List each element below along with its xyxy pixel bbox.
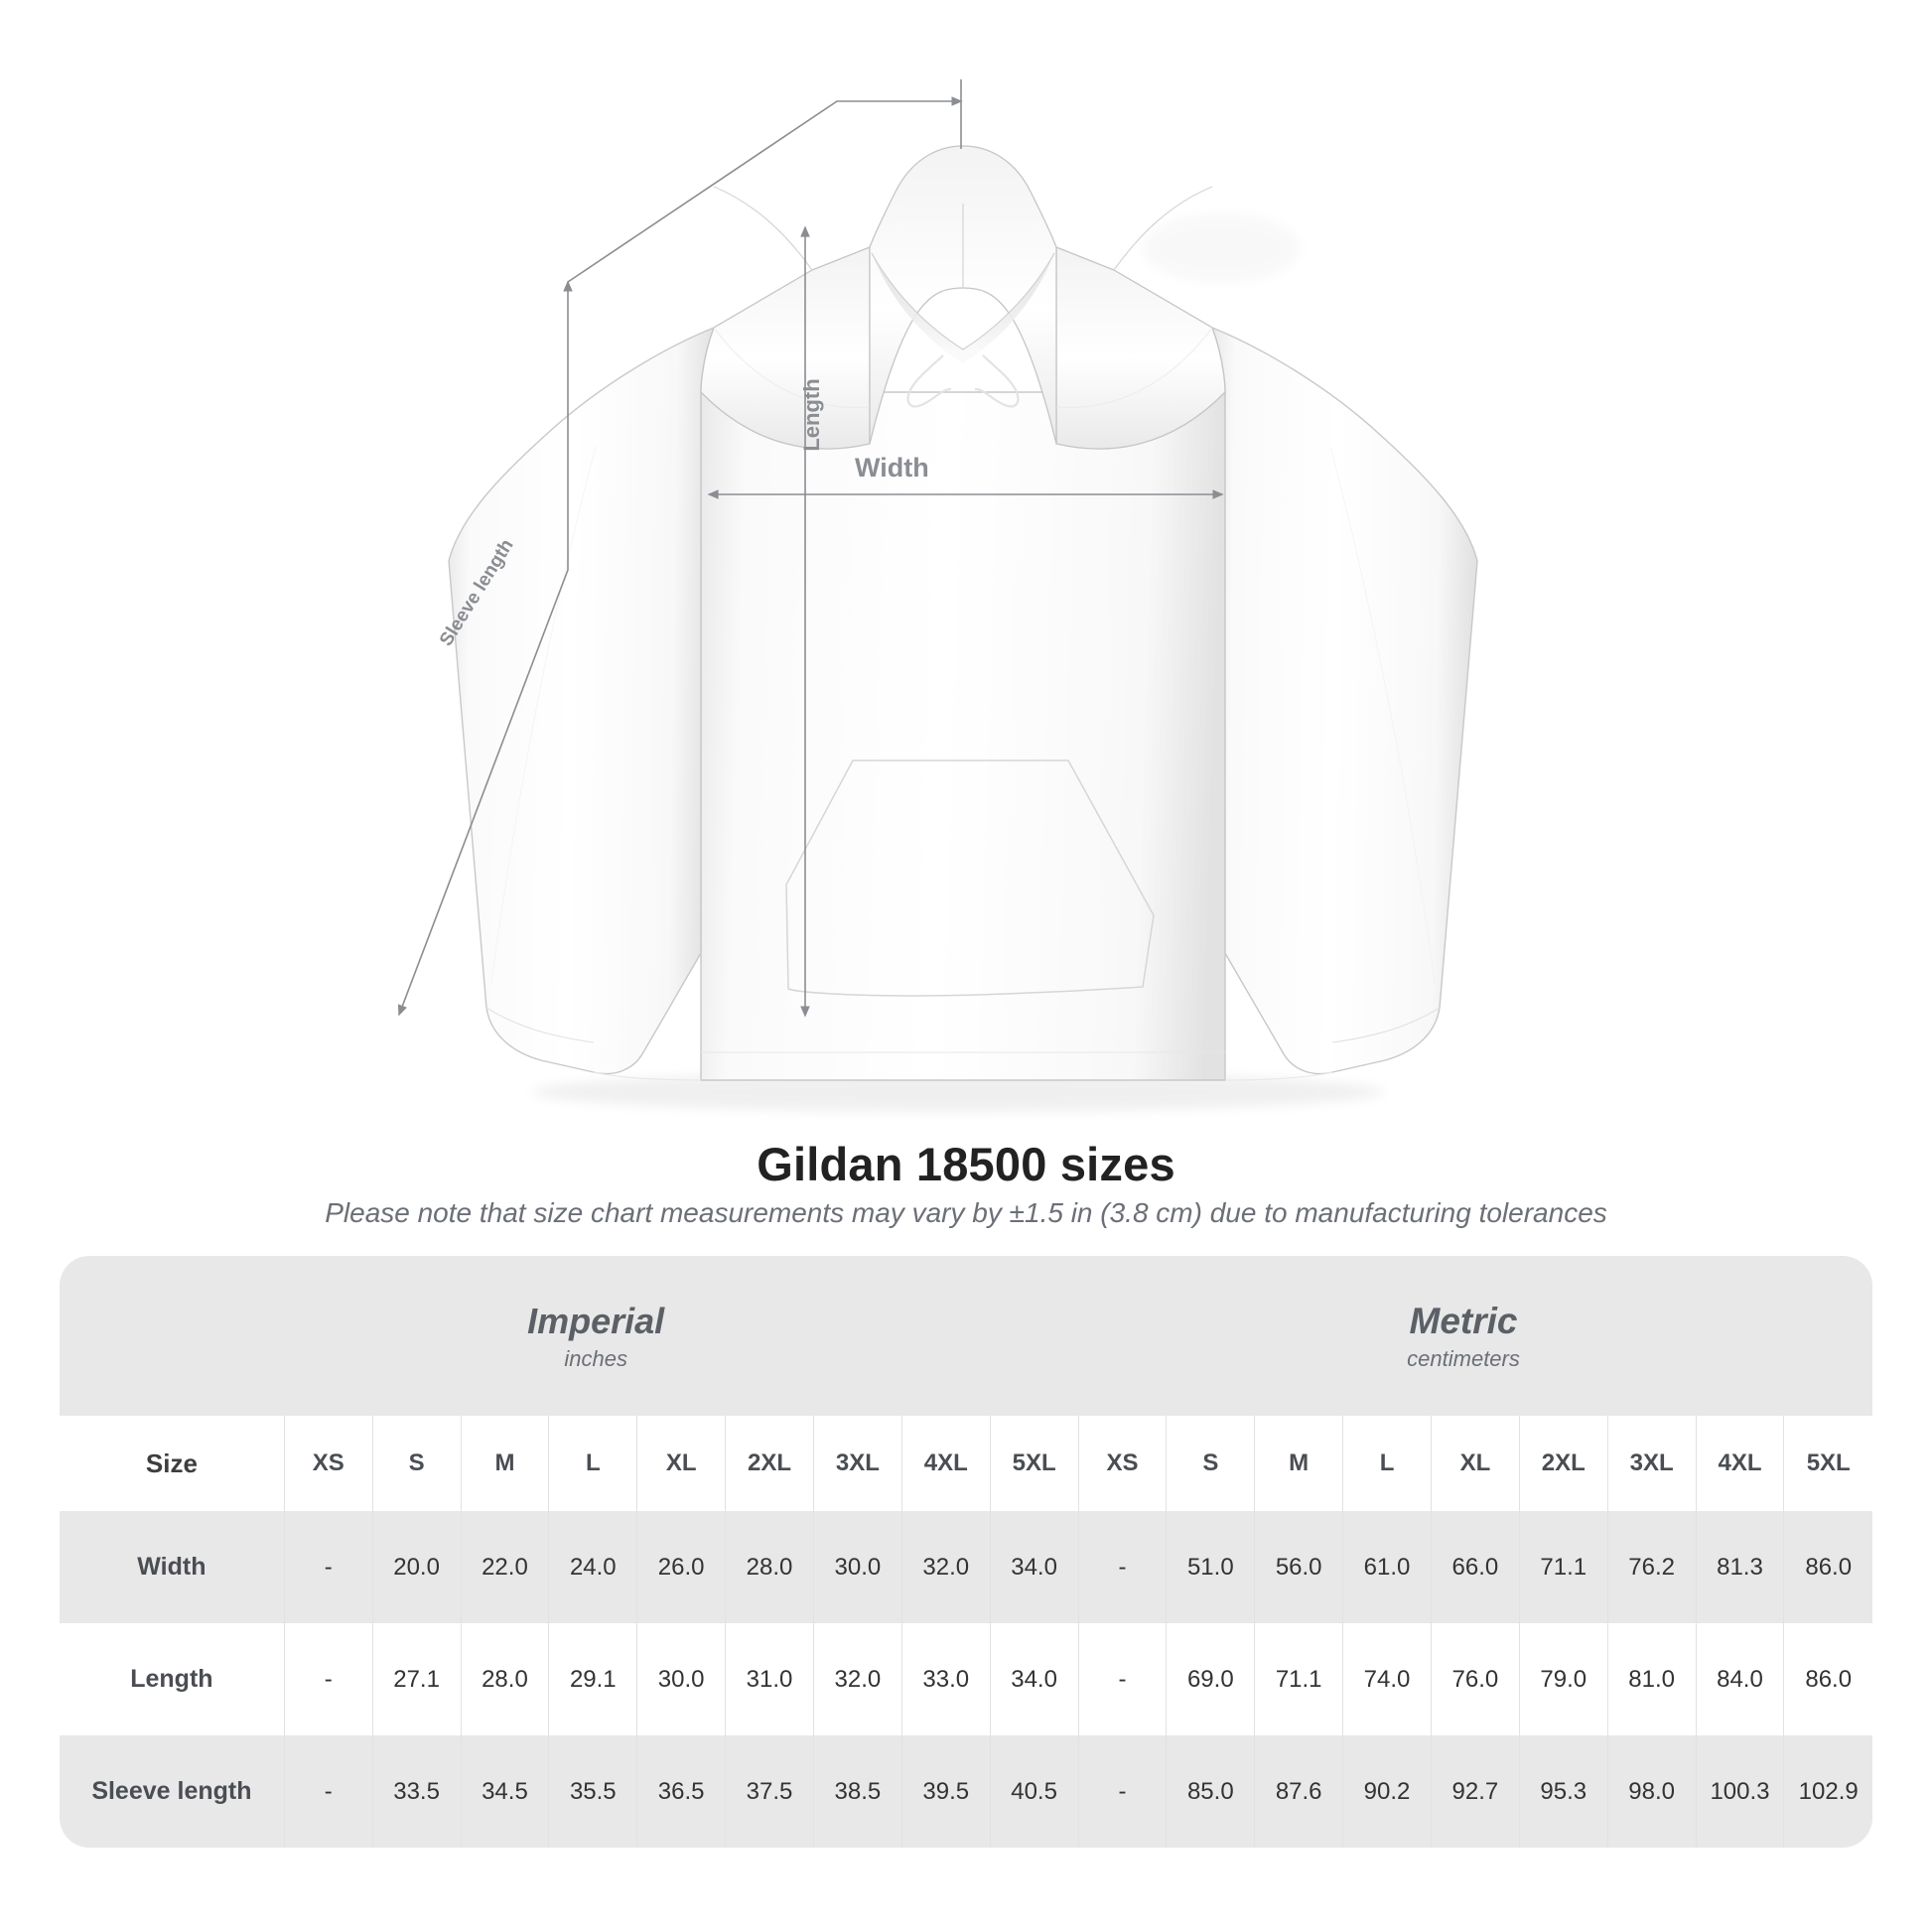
svg-text:Sleeve length: Sleeve length (436, 536, 518, 650)
svg-text:Width: Width (855, 453, 929, 483)
svg-text:Length: Length (799, 378, 824, 451)
